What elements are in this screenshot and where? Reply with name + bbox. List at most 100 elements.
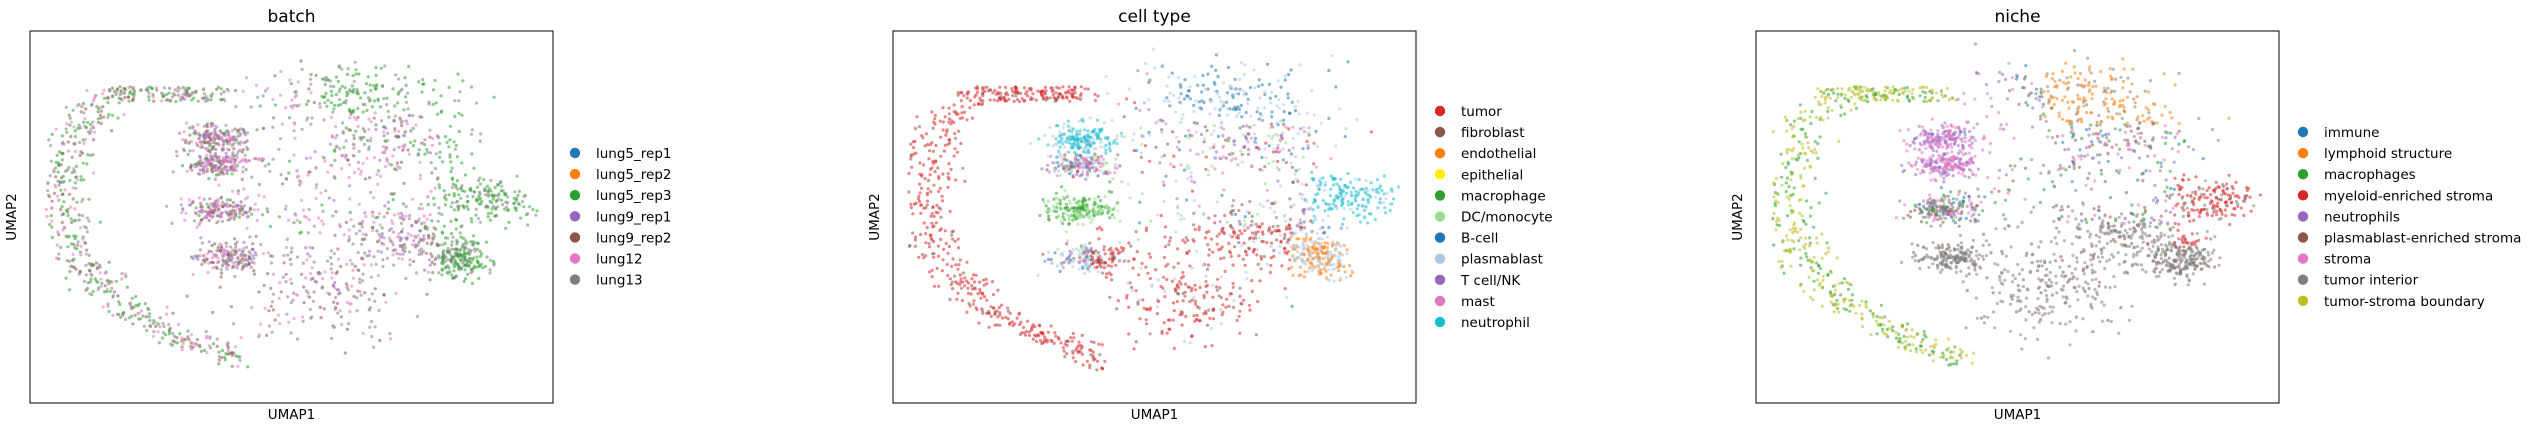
point [1097,210,1101,214]
point [224,123,228,127]
point [147,98,151,102]
point [1169,236,1173,240]
point [54,127,58,131]
point [1199,132,1204,137]
point [1089,247,1094,251]
point [231,208,235,212]
point [418,239,422,243]
point [197,343,202,347]
point [1317,273,1321,277]
point [1258,202,1262,206]
point [57,198,61,202]
point [324,75,328,80]
point [401,202,405,206]
point [117,312,121,316]
point [1164,174,1168,178]
legend-marker [569,190,581,201]
point [1210,344,1214,348]
point [139,89,143,93]
point [289,281,294,285]
point [158,316,162,320]
point [252,272,256,276]
point [932,214,936,218]
point [195,338,199,342]
point [961,271,966,275]
point [401,133,405,137]
point [1241,133,1245,137]
point [1140,134,1144,138]
point [416,152,421,156]
point [1078,256,1082,260]
point [385,211,389,215]
point [1382,174,1386,178]
point [392,213,396,217]
point [1113,206,1117,210]
point [399,118,403,122]
point [403,129,408,133]
point [399,221,404,226]
point [968,98,973,103]
point [1077,166,1081,171]
point [1170,279,1174,283]
point [1234,108,1238,112]
point [361,219,365,223]
point [506,208,510,212]
point [931,205,935,209]
point [349,112,353,116]
point [371,210,375,214]
point [359,169,364,173]
point [413,139,417,143]
point [1116,299,1120,303]
point [336,79,340,84]
point [1184,134,1188,138]
point [215,261,219,265]
point [230,351,234,355]
point [1312,113,1316,117]
point [1175,206,1180,210]
point [400,148,404,152]
point [479,262,483,266]
point [436,136,441,140]
point [1148,332,1152,336]
point [1299,221,1303,225]
point [929,236,933,240]
point [978,290,983,294]
point [1282,110,1286,114]
point [238,209,242,213]
point [332,252,336,256]
point [125,285,129,289]
point [348,89,352,93]
point [1115,137,1119,141]
point [936,211,940,215]
point [392,148,396,152]
point [909,202,913,206]
point [215,337,219,341]
point [478,139,482,143]
point [1305,139,1309,144]
point [310,315,314,319]
point [270,300,275,304]
point [1265,62,1270,66]
point [1100,162,1104,166]
point [312,100,316,105]
point [266,251,271,255]
point [1094,202,1098,206]
point [318,102,322,106]
point [469,271,473,275]
point [1041,97,1045,101]
point [922,206,926,210]
point [332,85,336,89]
point [458,258,463,263]
point [359,172,363,176]
point [1385,191,1389,195]
point [381,258,385,262]
point [209,98,213,102]
point [318,272,322,276]
point [1148,255,1153,259]
point [414,123,418,127]
point [1204,279,1208,284]
point [332,325,336,329]
point [243,153,247,157]
point [1081,171,1085,175]
point [988,88,993,92]
